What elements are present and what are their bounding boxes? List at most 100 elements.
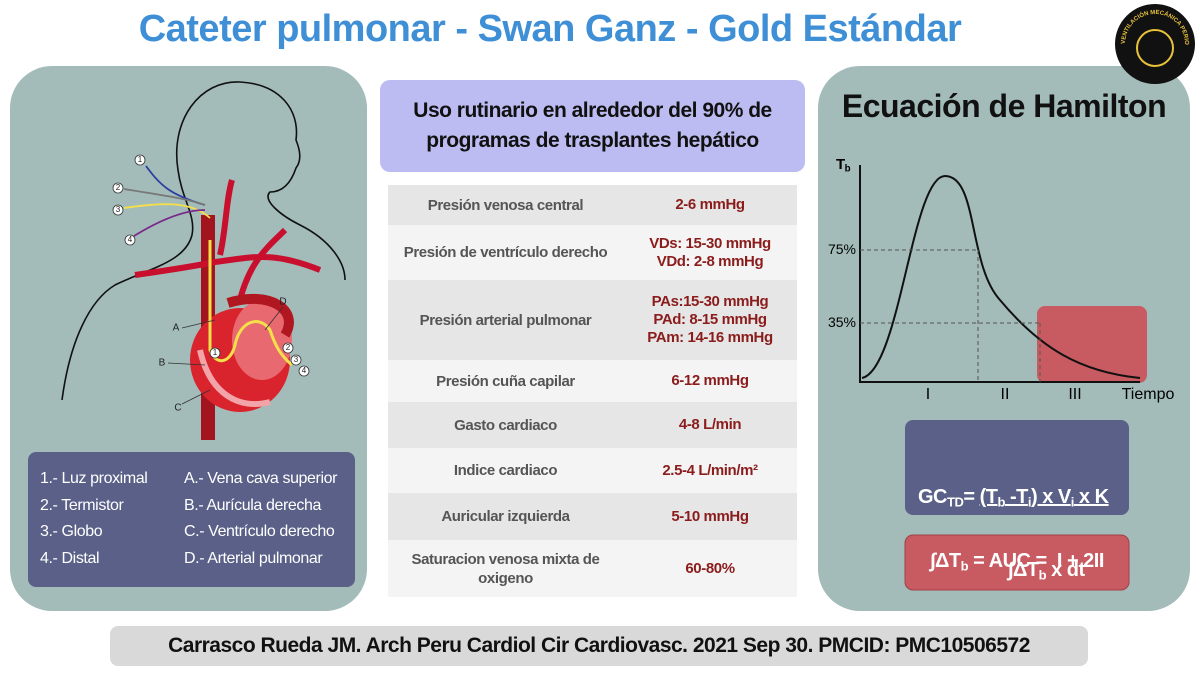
table-row: Saturacion venosa mixta de oxigeno 60-80% xyxy=(388,540,797,597)
structure-letter: B xyxy=(159,358,166,369)
value-line: 2.5-4 L/min/m² xyxy=(662,461,758,479)
table-row: Presión cuña capilar 6-12 mmHg xyxy=(388,360,797,402)
denominator: ∫ΔTb x dt xyxy=(1008,559,1109,582)
highlight-line: programas de trasplantes hepático xyxy=(426,129,759,152)
label-line: Indice cardiaco xyxy=(453,462,558,479)
value-line: PAs:15-30 mmHg xyxy=(651,293,769,310)
x-mark: III xyxy=(1068,386,1082,403)
y-mark: 75% xyxy=(827,241,856,257)
numerator: (Tb -Ti) x Vi x K xyxy=(979,486,1109,510)
auc-part: ∫ΔT xyxy=(930,550,961,572)
auc-highlight xyxy=(1037,306,1147,383)
tip-label: 4 xyxy=(302,366,307,375)
row-label: Indice cardiaco xyxy=(388,461,623,480)
label-line: Saturacion venosa mixta de xyxy=(411,550,600,568)
logo xyxy=(1115,4,1195,84)
legend-item: 3.- Globo xyxy=(40,523,103,540)
formula-part: i xyxy=(1027,494,1032,510)
label-line: Presión venosa central xyxy=(427,196,584,214)
row-value: 6-12 mmHg xyxy=(623,372,797,390)
label-line: Presión arterial pulmonar xyxy=(419,311,592,329)
formula-part: (T xyxy=(979,486,998,508)
table-row: Presión arterial pulmonar PAs:15-30 mmHg P… xyxy=(388,280,797,360)
tip-label: 2 xyxy=(286,343,291,352)
row-value: 2-6 mmHg xyxy=(623,196,797,214)
legend-item: C.- Ventrículo derecho xyxy=(184,523,335,540)
hamilton-title: Ecuación de Hamilton xyxy=(841,88,1167,124)
formula-part: x dt xyxy=(1046,559,1085,582)
table-row: Auricular izquierda 5-10 mmHg xyxy=(388,493,797,540)
table-bg xyxy=(388,185,797,597)
line-number: 3 xyxy=(116,205,121,214)
formula-part: TD xyxy=(947,494,964,510)
formula-part: = xyxy=(963,486,980,508)
row-value: 60-80% xyxy=(623,560,797,578)
legend-item: 4.- Distal xyxy=(40,549,100,567)
value-line: 5-10 mmHg xyxy=(671,507,749,525)
heart-illustration xyxy=(134,179,322,440)
formula-part: x K xyxy=(1073,486,1109,508)
auc-part: = AUC = I + 2II xyxy=(968,550,1104,572)
legend-left: 1.- Luz proximal 2.- Termistor 3.- Globo… xyxy=(40,466,148,572)
formula-part: GC xyxy=(918,486,948,508)
legend-item: A.- Vena cava superior xyxy=(184,470,338,487)
legend-item: D.- Arterial pulmonar xyxy=(184,549,323,567)
value-line: VDd: 2-8 mmHg xyxy=(656,252,764,270)
highlight-line: Uso rutinario en alrededor del 90% de xyxy=(413,99,772,122)
table-row: Presión de ventrículo derecho VDs: 15-30 … xyxy=(388,225,797,280)
catheter-lines xyxy=(123,165,211,237)
legend-box xyxy=(28,452,355,587)
auc-formula: ∫ΔTb = AUC = I + 2II xyxy=(905,550,1129,573)
row-label: Gasto cardiaco xyxy=(388,416,623,435)
row-label: Auricular izquierda xyxy=(388,507,623,526)
formula-part: ) x V xyxy=(1031,486,1071,508)
highlight-text: Uso rutinario en alrededor del 90% de pr… xyxy=(380,96,805,156)
footer-box xyxy=(110,626,1088,666)
value-line: 4-8 L/min xyxy=(678,416,742,433)
pointer-lines xyxy=(167,306,284,405)
row-value: 5-10 mmHg xyxy=(623,508,797,526)
label-line: Gasto cardiaco xyxy=(454,416,557,434)
formula-part: -T xyxy=(1004,486,1028,508)
value-line: 60-80% xyxy=(685,559,735,577)
formula-part: b xyxy=(1038,567,1047,583)
legend-item: 1.- Luz proximal xyxy=(40,470,148,487)
value-line: 2-6 mmHg xyxy=(675,196,745,213)
y-mark: 35% xyxy=(827,314,856,330)
formula: GCTD= (Tb -Ti) x Vi x K ∫ΔTb x dt xyxy=(918,440,1109,606)
row-value: VDs: 15-30 mmHg VDd: 2-8 mmHg xyxy=(623,235,797,271)
logo-mark xyxy=(1136,29,1174,67)
tip-label: 1 xyxy=(213,348,218,357)
value-line: PAm: 14-16 mmHg xyxy=(647,329,773,346)
hamilton-graph xyxy=(859,165,1141,383)
row-label: Presión venosa central xyxy=(388,196,623,215)
legend-item: B.- Aurícula derecha xyxy=(184,496,321,514)
label-line: oxigeno xyxy=(478,569,533,587)
formula-part: i xyxy=(1070,494,1075,510)
row-label: Presión cuña capilar xyxy=(388,372,623,391)
label-line: Presión cuña capilar xyxy=(436,372,575,390)
diagram-markers: 1 2 3 4 1 2 3 4 A B C D xyxy=(116,155,307,414)
x-mark: II xyxy=(1000,386,1010,403)
label-line: Auricular izquierda xyxy=(441,508,570,525)
line-number: 4 xyxy=(128,235,133,244)
row-label: Presión de ventrículo derecho xyxy=(388,243,623,262)
structure-letter: D xyxy=(279,297,286,308)
value-line: PAd: 8-15 mmHg xyxy=(653,311,767,328)
auc-part: b xyxy=(960,558,969,574)
formula-part: b xyxy=(997,494,1005,510)
row-value: 2.5-4 L/min/m² xyxy=(623,462,797,480)
structure-letter: A xyxy=(173,323,180,334)
marker-circles xyxy=(112,154,310,377)
line-number: 2 xyxy=(116,183,121,192)
formula-part: ∫ΔT xyxy=(1008,559,1039,582)
row-label: Saturacion venosa mixta de oxigeno xyxy=(388,550,623,588)
table-row: Presión venosa central 2-6 mmHg xyxy=(388,185,797,225)
title: Cateter pulmonar - Swan Ganz - Gold Está… xyxy=(138,8,962,50)
row-value: PAs:15-30 mmHg PAd: 8-15 mmHg PAm: 14-16 m… xyxy=(623,293,797,347)
y-label-main: T xyxy=(836,156,845,173)
table-row: Indice cardiaco 2.5-4 L/min/m² xyxy=(388,448,797,493)
x-mark: Tiempo xyxy=(1121,386,1175,403)
